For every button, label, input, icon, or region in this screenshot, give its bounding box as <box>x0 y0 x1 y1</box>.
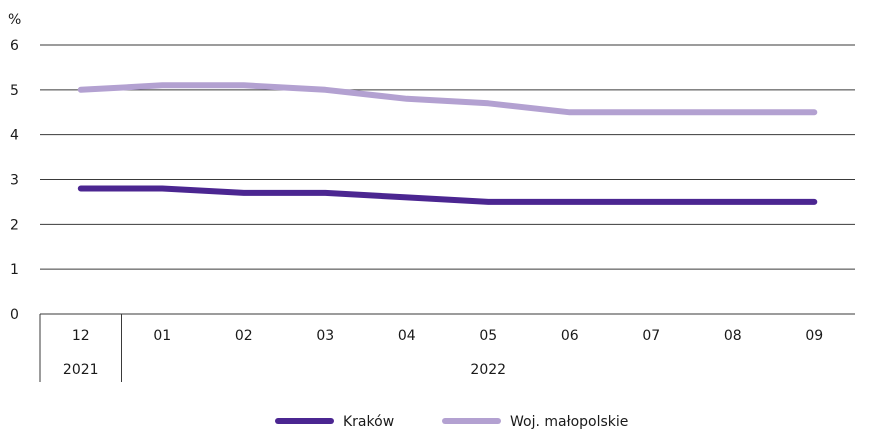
series-lines <box>77 82 818 205</box>
gridlines <box>40 44 855 315</box>
year-group-label: 2021 <box>63 362 99 378</box>
y-tick-label: 3 <box>10 173 19 189</box>
y-tick-label: 4 <box>10 128 19 144</box>
y-tick-label: 2 <box>10 217 19 233</box>
x-tick-label: 02 <box>235 328 253 344</box>
legend-label-1: Woj. małopolskie <box>510 414 628 430</box>
y-axis-unit-label: % <box>8 12 21 28</box>
x-tick-label: 07 <box>642 328 660 344</box>
x-tick-label: 06 <box>561 328 579 344</box>
x-tick-label: 09 <box>805 328 823 344</box>
x-tick-label: 05 <box>479 328 497 344</box>
x-tick-label: 03 <box>316 328 334 344</box>
series-line-0 <box>77 185 818 205</box>
y-tick-label: 1 <box>10 262 19 278</box>
x-tick-label: 12 <box>72 328 90 344</box>
x-tick-label: 08 <box>724 328 742 344</box>
y-tick-label: 5 <box>10 83 19 99</box>
year-group-label: 2022 <box>470 362 506 378</box>
x-tick-label: 04 <box>398 328 416 344</box>
y-tick-label: 6 <box>10 38 19 54</box>
x-tick-label: 01 <box>153 328 171 344</box>
series-line-1 <box>77 82 818 116</box>
x-axis: 12 01 02 03 04 05 06 07 08 09 2021 2022 <box>39 314 823 382</box>
legend-label-0: Kraków <box>343 414 394 430</box>
y-tick-label: 0 <box>10 307 19 323</box>
legend: Kraków Woj. małopolskie <box>275 414 628 430</box>
y-tick-labels: 0 1 2 3 4 5 6 <box>10 38 19 323</box>
